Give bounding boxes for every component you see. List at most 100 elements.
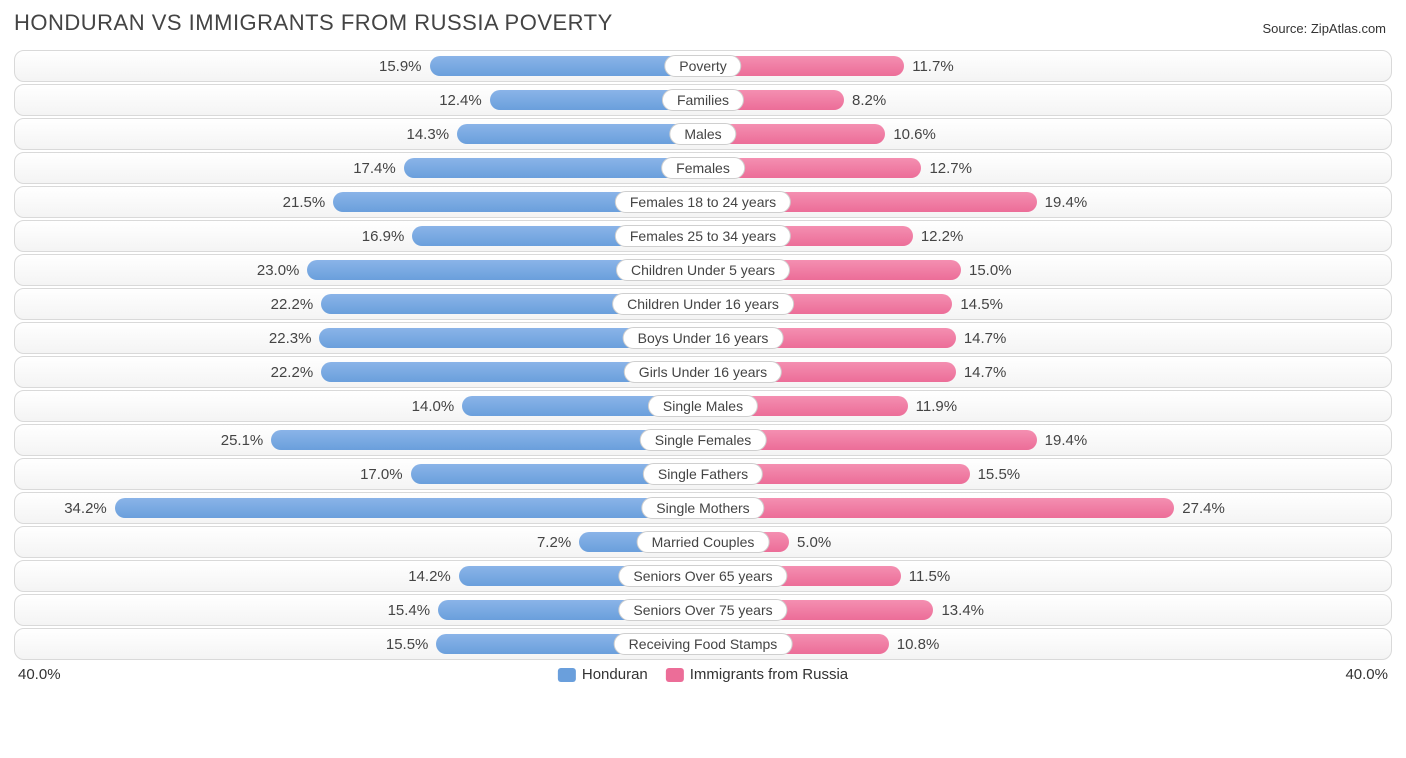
left-half: 22.3% bbox=[15, 323, 703, 353]
category-label: Single Fathers bbox=[643, 463, 763, 485]
right-half: 5.0% bbox=[703, 527, 1391, 557]
right-value: 15.0% bbox=[969, 262, 1012, 279]
left-half: 7.2% bbox=[15, 527, 703, 557]
right-half: 12.2% bbox=[703, 221, 1391, 251]
right-half: 13.4% bbox=[703, 595, 1391, 625]
left-half: 22.2% bbox=[15, 357, 703, 387]
right-half: 14.5% bbox=[703, 289, 1391, 319]
legend-swatch-right bbox=[666, 668, 684, 682]
chart-row: 22.3% 14.7%Boys Under 16 years bbox=[14, 322, 1392, 354]
left-value: 34.2% bbox=[64, 500, 107, 517]
legend-swatch-left bbox=[558, 668, 576, 682]
left-value: 15.4% bbox=[388, 602, 431, 619]
category-label: Receiving Food Stamps bbox=[614, 633, 793, 655]
category-label: Males bbox=[669, 123, 736, 145]
axis-right-max: 40.0% bbox=[1345, 666, 1388, 683]
right-value: 14.7% bbox=[964, 364, 1007, 381]
legend: Honduran Immigrants from Russia bbox=[558, 666, 848, 683]
right-value: 11.9% bbox=[916, 398, 957, 415]
category-label: Females 25 to 34 years bbox=[615, 225, 791, 247]
header: HONDURAN VS IMMIGRANTS FROM RUSSIA POVER… bbox=[8, 6, 1398, 46]
category-label: Seniors Over 75 years bbox=[618, 599, 787, 621]
left-half: 21.5% bbox=[15, 187, 703, 217]
right-half: 10.8% bbox=[703, 629, 1391, 659]
legend-item-left: Honduran bbox=[558, 666, 648, 683]
right-value: 10.8% bbox=[897, 636, 940, 653]
left-value: 22.2% bbox=[271, 364, 314, 381]
chart-row: 15.4% 13.4% Seniors Over 75 years bbox=[14, 594, 1392, 626]
legend-label-right: Immigrants from Russia bbox=[690, 666, 848, 683]
right-value: 11.5% bbox=[909, 568, 950, 585]
left-value: 14.2% bbox=[408, 568, 451, 585]
left-value: 12.4% bbox=[439, 92, 482, 109]
category-label: Seniors Over 65 years bbox=[618, 565, 787, 587]
category-label: Single Mothers bbox=[641, 497, 764, 519]
chart-row: 7.2% 5.0% Married Couples bbox=[14, 526, 1392, 558]
left-value: 17.0% bbox=[360, 466, 403, 483]
legend-label-left: Honduran bbox=[582, 666, 648, 683]
category-label: Females bbox=[661, 157, 745, 179]
left-value: 15.5% bbox=[386, 636, 429, 653]
chart-row: 34.2% 27.4% Single Mothers bbox=[14, 492, 1392, 524]
left-half: 16.9% bbox=[15, 221, 703, 251]
left-value: 16.9% bbox=[362, 228, 405, 245]
right-value: 19.4% bbox=[1045, 432, 1088, 449]
category-label: Girls Under 16 years bbox=[624, 361, 782, 383]
chart-row: 25.1% 19.4% Single Females bbox=[14, 424, 1392, 456]
right-half: 14.7% bbox=[703, 357, 1391, 387]
right-value: 12.7% bbox=[929, 160, 972, 177]
left-value: 21.5% bbox=[283, 194, 326, 211]
category-label: Poverty bbox=[664, 55, 741, 77]
left-bar bbox=[115, 498, 703, 518]
left-half: 15.4% bbox=[15, 595, 703, 625]
chart-row: 15.5% 10.8% Receiving Food Stamps bbox=[14, 628, 1392, 660]
left-half: 14.0% bbox=[15, 391, 703, 421]
chart-row: 14.2% 11.5% Seniors Over 65 years bbox=[14, 560, 1392, 592]
left-half: 22.2% bbox=[15, 289, 703, 319]
left-value: 17.4% bbox=[353, 160, 396, 177]
chart-row: 14.3% 10.6% Males bbox=[14, 118, 1392, 150]
chart-row: 22.2% 14.7% Girls Under 16 years bbox=[14, 356, 1392, 388]
category-label: Boys Under 16 years bbox=[623, 327, 784, 349]
left-half: 14.3% bbox=[15, 119, 703, 149]
left-bar bbox=[271, 430, 703, 450]
chart-row: 17.4% 12.7% Females bbox=[14, 152, 1392, 184]
left-value: 22.3% bbox=[269, 330, 312, 347]
category-label: Single Males bbox=[648, 395, 758, 417]
chart-row: 14.0% 11.9% Single Males bbox=[14, 390, 1392, 422]
left-bar bbox=[404, 158, 703, 178]
category-label: Married Couples bbox=[637, 531, 770, 553]
category-label: Single Females bbox=[640, 429, 767, 451]
left-value: 15.9% bbox=[379, 58, 422, 75]
category-label: Families bbox=[662, 89, 744, 111]
legend-item-right: Immigrants from Russia bbox=[666, 666, 848, 683]
category-label: Children Under 5 years bbox=[616, 259, 790, 281]
right-value: 14.5% bbox=[960, 296, 1003, 313]
right-value: 5.0% bbox=[797, 534, 831, 551]
right-value: 19.4% bbox=[1045, 194, 1088, 211]
left-half: 34.2% bbox=[15, 493, 703, 523]
left-bar bbox=[457, 124, 703, 144]
chart-area: 15.9%11.7%Poverty12.4%8.2%Families14.3%1… bbox=[8, 46, 1398, 664]
axis-left-max: 40.0% bbox=[18, 666, 61, 683]
right-half: 8.2% bbox=[703, 85, 1391, 115]
chart-row: 21.5%19.4%Females 18 to 24 years bbox=[14, 186, 1392, 218]
right-half: 14.7% bbox=[703, 323, 1391, 353]
right-value: 11.7% bbox=[912, 58, 953, 75]
left-value: 22.2% bbox=[271, 296, 314, 313]
left-value: 25.1% bbox=[221, 432, 264, 449]
left-half: 17.4% bbox=[15, 153, 703, 183]
left-bar bbox=[430, 56, 703, 76]
axis-row: 40.0% Honduran Immigrants from Russia 40… bbox=[8, 664, 1398, 683]
left-half: 15.5% bbox=[15, 629, 703, 659]
right-value: 10.6% bbox=[893, 126, 936, 143]
right-value: 27.4% bbox=[1182, 500, 1225, 517]
right-half: 27.4% bbox=[703, 493, 1391, 523]
right-value: 13.4% bbox=[941, 602, 984, 619]
right-half: 12.7% bbox=[703, 153, 1391, 183]
chart-title: HONDURAN VS IMMIGRANTS FROM RUSSIA POVER… bbox=[14, 10, 613, 36]
chart-row: 23.0%15.0%Children Under 5 years bbox=[14, 254, 1392, 286]
right-value: 8.2% bbox=[852, 92, 886, 109]
chart-row: 12.4% 8.2% Families bbox=[14, 84, 1392, 116]
left-value: 7.2% bbox=[537, 534, 571, 551]
